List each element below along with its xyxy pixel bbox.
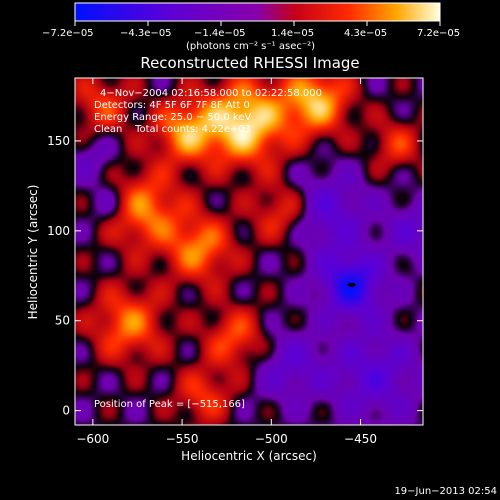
colorbar-tick-label: 4.3e−05 xyxy=(344,28,387,39)
colorbar-tick-label: −7.2e−05 xyxy=(42,28,94,39)
colorbar-ticks xyxy=(74,21,441,26)
y-tick-label: 0 xyxy=(62,404,70,418)
x-tick-label: −500 xyxy=(255,432,288,446)
obs-time-annotation: 4−Nov−2004 02:16:58.000 to 02:22:58.000 xyxy=(100,88,322,99)
plot-frame xyxy=(74,77,424,426)
colorbar-tick-label: −4.3e−05 xyxy=(120,28,172,39)
peak-position-annotation: Position of Peak = [−515,166] xyxy=(94,399,245,410)
heatmap-image xyxy=(75,78,423,425)
plot-timestamp: 19−Jun−2013 02:54 xyxy=(394,486,497,497)
colorbar-tick-label: 1.4e−05 xyxy=(271,28,314,39)
y-tick-label: 150 xyxy=(47,134,70,148)
energy-range-annotation: Energy Range: 25.0 − 50.0 keV xyxy=(94,112,251,123)
y-tick-label: 100 xyxy=(47,224,70,238)
x-axis: −600 −550 −500 −450 xyxy=(76,78,377,446)
y-tick-label: 50 xyxy=(55,314,70,328)
colorbar xyxy=(74,2,441,22)
y-axis: 0 50 100 150 xyxy=(47,134,423,418)
detectors-annotation: Detectors: 4F 5F 6F 7F 8F Att 0 xyxy=(94,100,250,111)
colorbar-units: (photons cm⁻² s⁻¹ asec⁻²) xyxy=(186,41,315,52)
colorbar-tick-label: −1.4e−05 xyxy=(194,28,246,39)
peak-marker xyxy=(347,282,356,287)
x-axis-label: Heliocentric X (arcsec) xyxy=(181,449,317,463)
y-axis-label: Heliocentric Y (arcsec) xyxy=(26,185,40,320)
total-counts-annotation: Clean Total counts: 4.22e+03 xyxy=(94,124,251,135)
x-tick-label: −550 xyxy=(166,432,199,446)
x-tick-label: −450 xyxy=(344,432,377,446)
colorbar-tick-label: 7.2e−05 xyxy=(417,28,460,39)
chart-title: Reconstructed RHESSI Image xyxy=(140,54,359,72)
x-tick-label: −600 xyxy=(76,432,109,446)
